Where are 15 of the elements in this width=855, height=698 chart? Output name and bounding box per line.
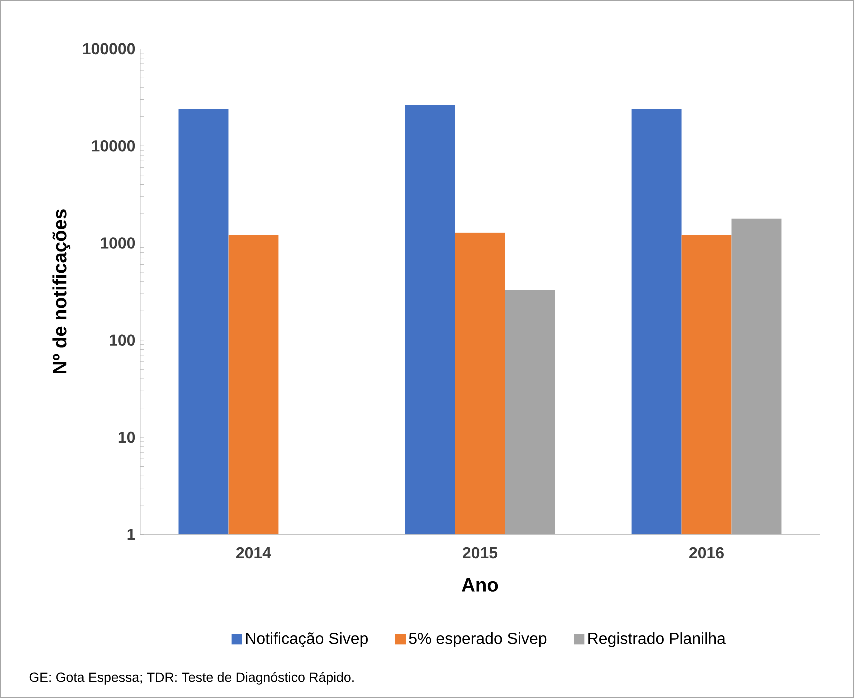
y-tick-label: 10 (118, 432, 136, 444)
y-tick-label: 10000 (92, 140, 136, 152)
y-tick-label: 1000 (101, 238, 136, 249)
legend-label: Notificação Sivep (246, 632, 368, 648)
x-tick-label: 2014 (236, 547, 272, 559)
legend-label: 5% esperado Sivep (409, 632, 547, 648)
x-tick-label: 2016 (690, 547, 724, 559)
legend-label: Registrado Planilha (588, 632, 726, 648)
y-tick-label: 1 (128, 529, 136, 540)
y-axis-title: Nº de notificações (52, 210, 71, 374)
y-tick-label: 100000 (83, 43, 136, 55)
x-axis-title: Ano (462, 578, 498, 592)
x-tick-label: 2015 (463, 547, 498, 559)
y-tick-label: 100 (110, 334, 136, 346)
text: GE: Gota Espessa; TDR: Teste de Diagnóstico Rápido. (30, 672, 354, 685)
